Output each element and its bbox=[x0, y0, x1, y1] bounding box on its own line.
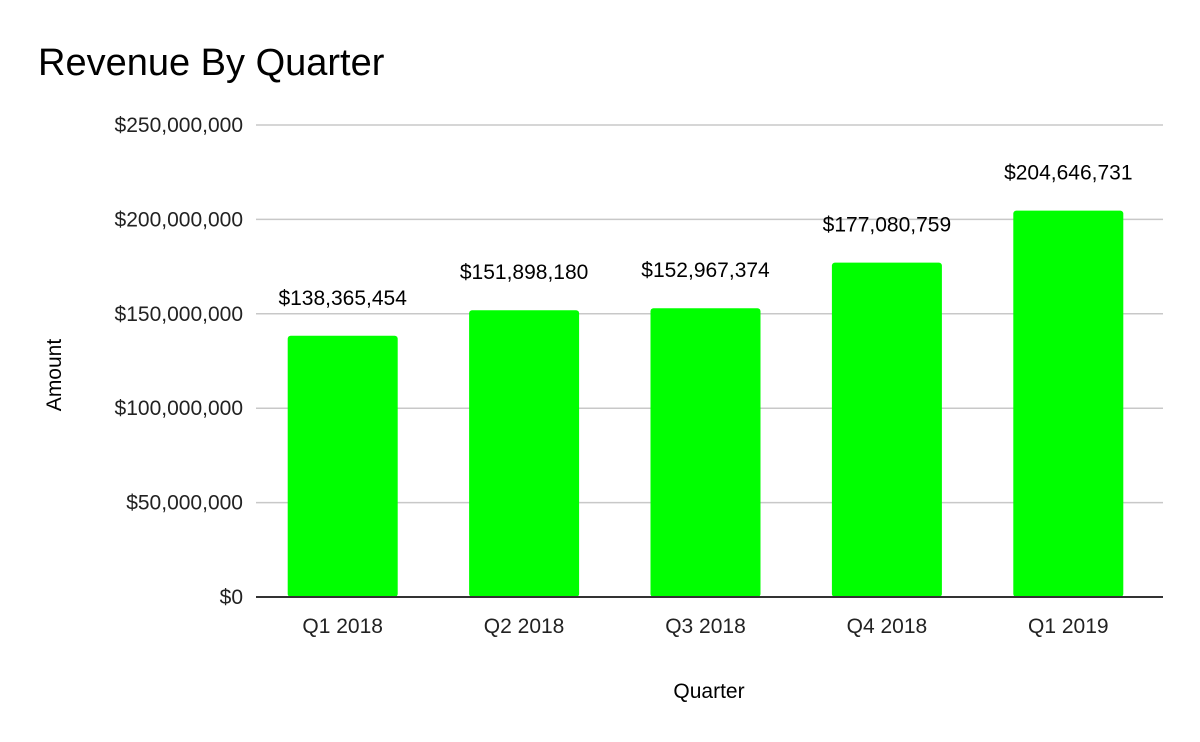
x-tick-label: Q2 2018 bbox=[484, 615, 565, 638]
bar bbox=[1013, 210, 1124, 598]
y-axis-tick-labels: $0 $50,000,000 $100,000,000 $150,000,000 $20… bbox=[115, 114, 243, 609]
x-tick-label: Q1 2019 bbox=[1028, 615, 1109, 638]
data-label: $151,898,180 bbox=[460, 261, 588, 284]
data-labels: $138,365,454 $151,898,180 $152,967,374 $177… bbox=[278, 162, 1132, 310]
data-label: $204,646,731 bbox=[1004, 162, 1132, 185]
y-tick-label: $150,000,000 bbox=[115, 303, 243, 326]
x-axis-tick-labels: Q1 2018 Q2 2018 Q3 2018 Q4 2018 Q1 2019 bbox=[302, 615, 1108, 638]
y-tick-label: $250,000,000 bbox=[115, 114, 243, 137]
bars bbox=[287, 210, 1124, 598]
y-tick-label: $100,000,000 bbox=[115, 397, 243, 420]
y-tick-label: $50,000,000 bbox=[126, 492, 243, 515]
chart-title: Revenue By Quarter bbox=[38, 42, 385, 84]
x-tick-label: Q3 2018 bbox=[665, 615, 746, 638]
data-label: $152,967,374 bbox=[641, 259, 770, 282]
data-label: $138,365,454 bbox=[278, 287, 407, 310]
bar bbox=[287, 335, 398, 597]
y-tick-label: $200,000,000 bbox=[115, 208, 243, 231]
y-tick-label: $0 bbox=[220, 586, 243, 609]
x-axis-title: Quarter bbox=[673, 680, 744, 703]
x-tick-label: Q4 2018 bbox=[847, 615, 928, 638]
bar bbox=[831, 262, 942, 597]
bar bbox=[469, 310, 580, 597]
bar bbox=[650, 308, 761, 597]
data-label: $177,080,759 bbox=[823, 214, 951, 237]
x-tick-label: Q1 2018 bbox=[302, 615, 383, 638]
y-axis-title: Amount bbox=[43, 339, 66, 412]
